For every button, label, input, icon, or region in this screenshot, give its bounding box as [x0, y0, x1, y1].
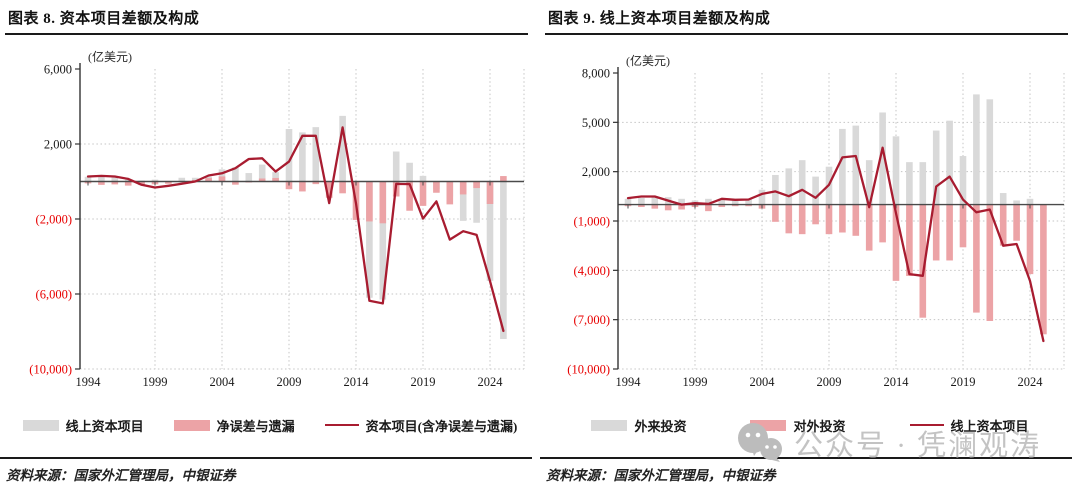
svg-text:2019: 2019 — [951, 375, 976, 389]
legend-swatch-pink-bar — [750, 419, 787, 431]
y-axis — [613, 67, 619, 370]
legend-swatch-gray-bar — [591, 419, 628, 431]
svg-text:5,000: 5,000 — [582, 116, 610, 130]
zero-axis — [80, 180, 524, 186]
axis-labels: 8,000 5,000 2,000 (1,000) (4,000) (7,000) (10,… — [567, 53, 1043, 389]
series-line — [86, 126, 505, 333]
chart-title-right: 图表 9. 线上资本项目差额及构成 — [545, 0, 1068, 35]
legend-label: 线上资本项目 — [65, 418, 144, 434]
chart-plot-right: 8,000 5,000 2,000 (1,000) (4,000) (7,000) (10,… — [567, 53, 1065, 389]
legend-label: 资本项目(含净误差与遗漏) — [365, 418, 518, 434]
svg-text:(1,000): (1,000) — [574, 215, 610, 229]
legend-swatch-pink-bar — [173, 419, 210, 431]
svg-text:2019: 2019 — [411, 375, 436, 389]
source-note-left: 资料来源：国家外汇管理局，中银证券 — [0, 457, 532, 484]
svg-text:1994: 1994 — [76, 375, 102, 389]
svg-text:2014: 2014 — [344, 375, 370, 389]
svg-text:(4,000): (4,000) — [574, 264, 610, 278]
svg-text:(亿美元): (亿美元) — [88, 49, 132, 64]
chart-title-left: 图表 8. 资本项目差额及构成 — [5, 0, 528, 35]
svg-text:(10,000): (10,000) — [567, 363, 610, 377]
legend-item: 线上资本项目 — [22, 416, 144, 435]
svg-text:8,000: 8,000 — [582, 67, 610, 81]
svg-text:(6,000): (6,000) — [36, 288, 72, 302]
chart-panel-right: 图表 9. 线上资本项目差额及构成 8,000 5,000 2,000 (1,000)… — [540, 0, 1080, 489]
svg-text:(2,000): (2,000) — [36, 213, 72, 227]
svg-text:6,000: 6,000 — [44, 63, 72, 77]
axis-labels: 6,000 2,000 (2,000) (6,000) (10,000) 1994 1999… — [29, 49, 503, 389]
chart-plot-left: 6,000 2,000 (2,000) (6,000) (10,000) 1994 1999… — [29, 49, 525, 389]
source-note-right: 资料来源：国家外汇管理局，中银证券 — [540, 457, 1072, 484]
svg-text:(7,000): (7,000) — [574, 313, 610, 327]
legend-swatch-gray-bar — [22, 419, 59, 431]
legend-item: 线上资本项目 — [909, 416, 1029, 435]
legend-label: 对外投资 — [793, 418, 846, 434]
svg-text:2024: 2024 — [478, 375, 504, 389]
legend-label: 外来投资 — [634, 418, 687, 434]
svg-text:(10,000): (10,000) — [29, 363, 72, 377]
y-axis — [75, 63, 81, 370]
bars-pink — [624, 204, 1047, 335]
legend-item: 对外投资 — [750, 416, 846, 435]
legend-swatch-red-line — [324, 423, 359, 427]
legend-label: 净误差与遗漏 — [216, 418, 295, 434]
svg-text:2009: 2009 — [277, 375, 302, 389]
svg-text:1994: 1994 — [616, 375, 642, 389]
svg-text:1999: 1999 — [683, 375, 708, 389]
legend-label: 线上资本项目 — [950, 418, 1029, 434]
bars-gray — [624, 94, 1047, 210]
svg-text:2,000: 2,000 — [44, 138, 72, 152]
svg-text:2024: 2024 — [1018, 375, 1044, 389]
legend-swatch-red-line — [909, 423, 944, 427]
svg-text:2009: 2009 — [817, 375, 842, 389]
svg-text:2004: 2004 — [210, 375, 236, 389]
svg-text:2004: 2004 — [750, 375, 776, 389]
legend-left: 线上资本项目 净误差与遗漏 资本项目(含净误差与遗漏) — [0, 415, 540, 435]
legend-item: 外来投资 — [591, 416, 686, 435]
legend-item: 净误差与遗漏 — [173, 416, 295, 435]
svg-text:2014: 2014 — [884, 375, 910, 389]
bars-pink — [84, 176, 507, 224]
svg-text:(亿美元): (亿美元) — [626, 53, 670, 68]
svg-text:1999: 1999 — [143, 375, 168, 389]
legend-item: 资本项目(含净误差与遗漏) — [324, 416, 518, 435]
gridlines — [80, 69, 525, 370]
series-line — [626, 146, 1045, 343]
svg-text:2,000: 2,000 — [582, 165, 610, 179]
legend-right: 外来投资 对外投资 线上资本项目 — [540, 415, 1080, 435]
chart-panel-left: 图表 8. 资本项目差额及构成 6,000 2,000 (2,000) (6,000)… — [0, 0, 540, 484]
